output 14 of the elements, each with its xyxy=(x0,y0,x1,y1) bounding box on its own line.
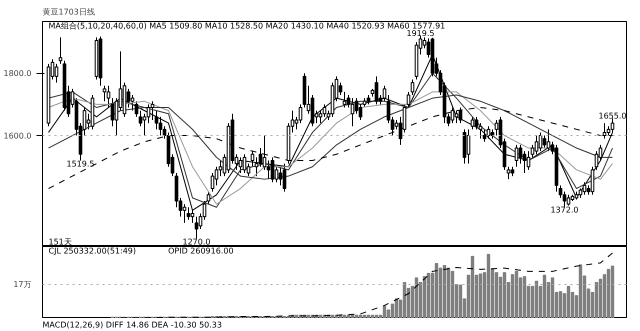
annotation: CJL 250332.00(51:49) xyxy=(48,246,136,256)
annotation: 1519.5 xyxy=(66,160,95,169)
annotation: OPID 260916.00 xyxy=(168,246,234,256)
ref-line-label: 17万 xyxy=(13,280,32,289)
annotation: 1655.0 xyxy=(598,111,627,120)
annotation: 1270.0 xyxy=(182,237,211,246)
text: MACD(12,26,9) DIFF 14.86 DEA -10.30 50.33 xyxy=(42,320,222,330)
y-tick-label: 1600.0 xyxy=(4,132,32,141)
chart-subtitle: MA组合(5,10,20,40,60,0) MA5 1509.80 MA10 1528.50 MA20 1430.10 MA40 1520.93 MA60 1577.91 xyxy=(48,22,446,30)
chart-title: 黄豆1703日线 xyxy=(42,8,95,16)
annotation: 151天 xyxy=(48,238,72,246)
annotation: 1372.0 xyxy=(550,206,579,215)
annotation: 1919.5 xyxy=(406,28,435,38)
y-tick-label: 1800.0 xyxy=(4,69,32,78)
